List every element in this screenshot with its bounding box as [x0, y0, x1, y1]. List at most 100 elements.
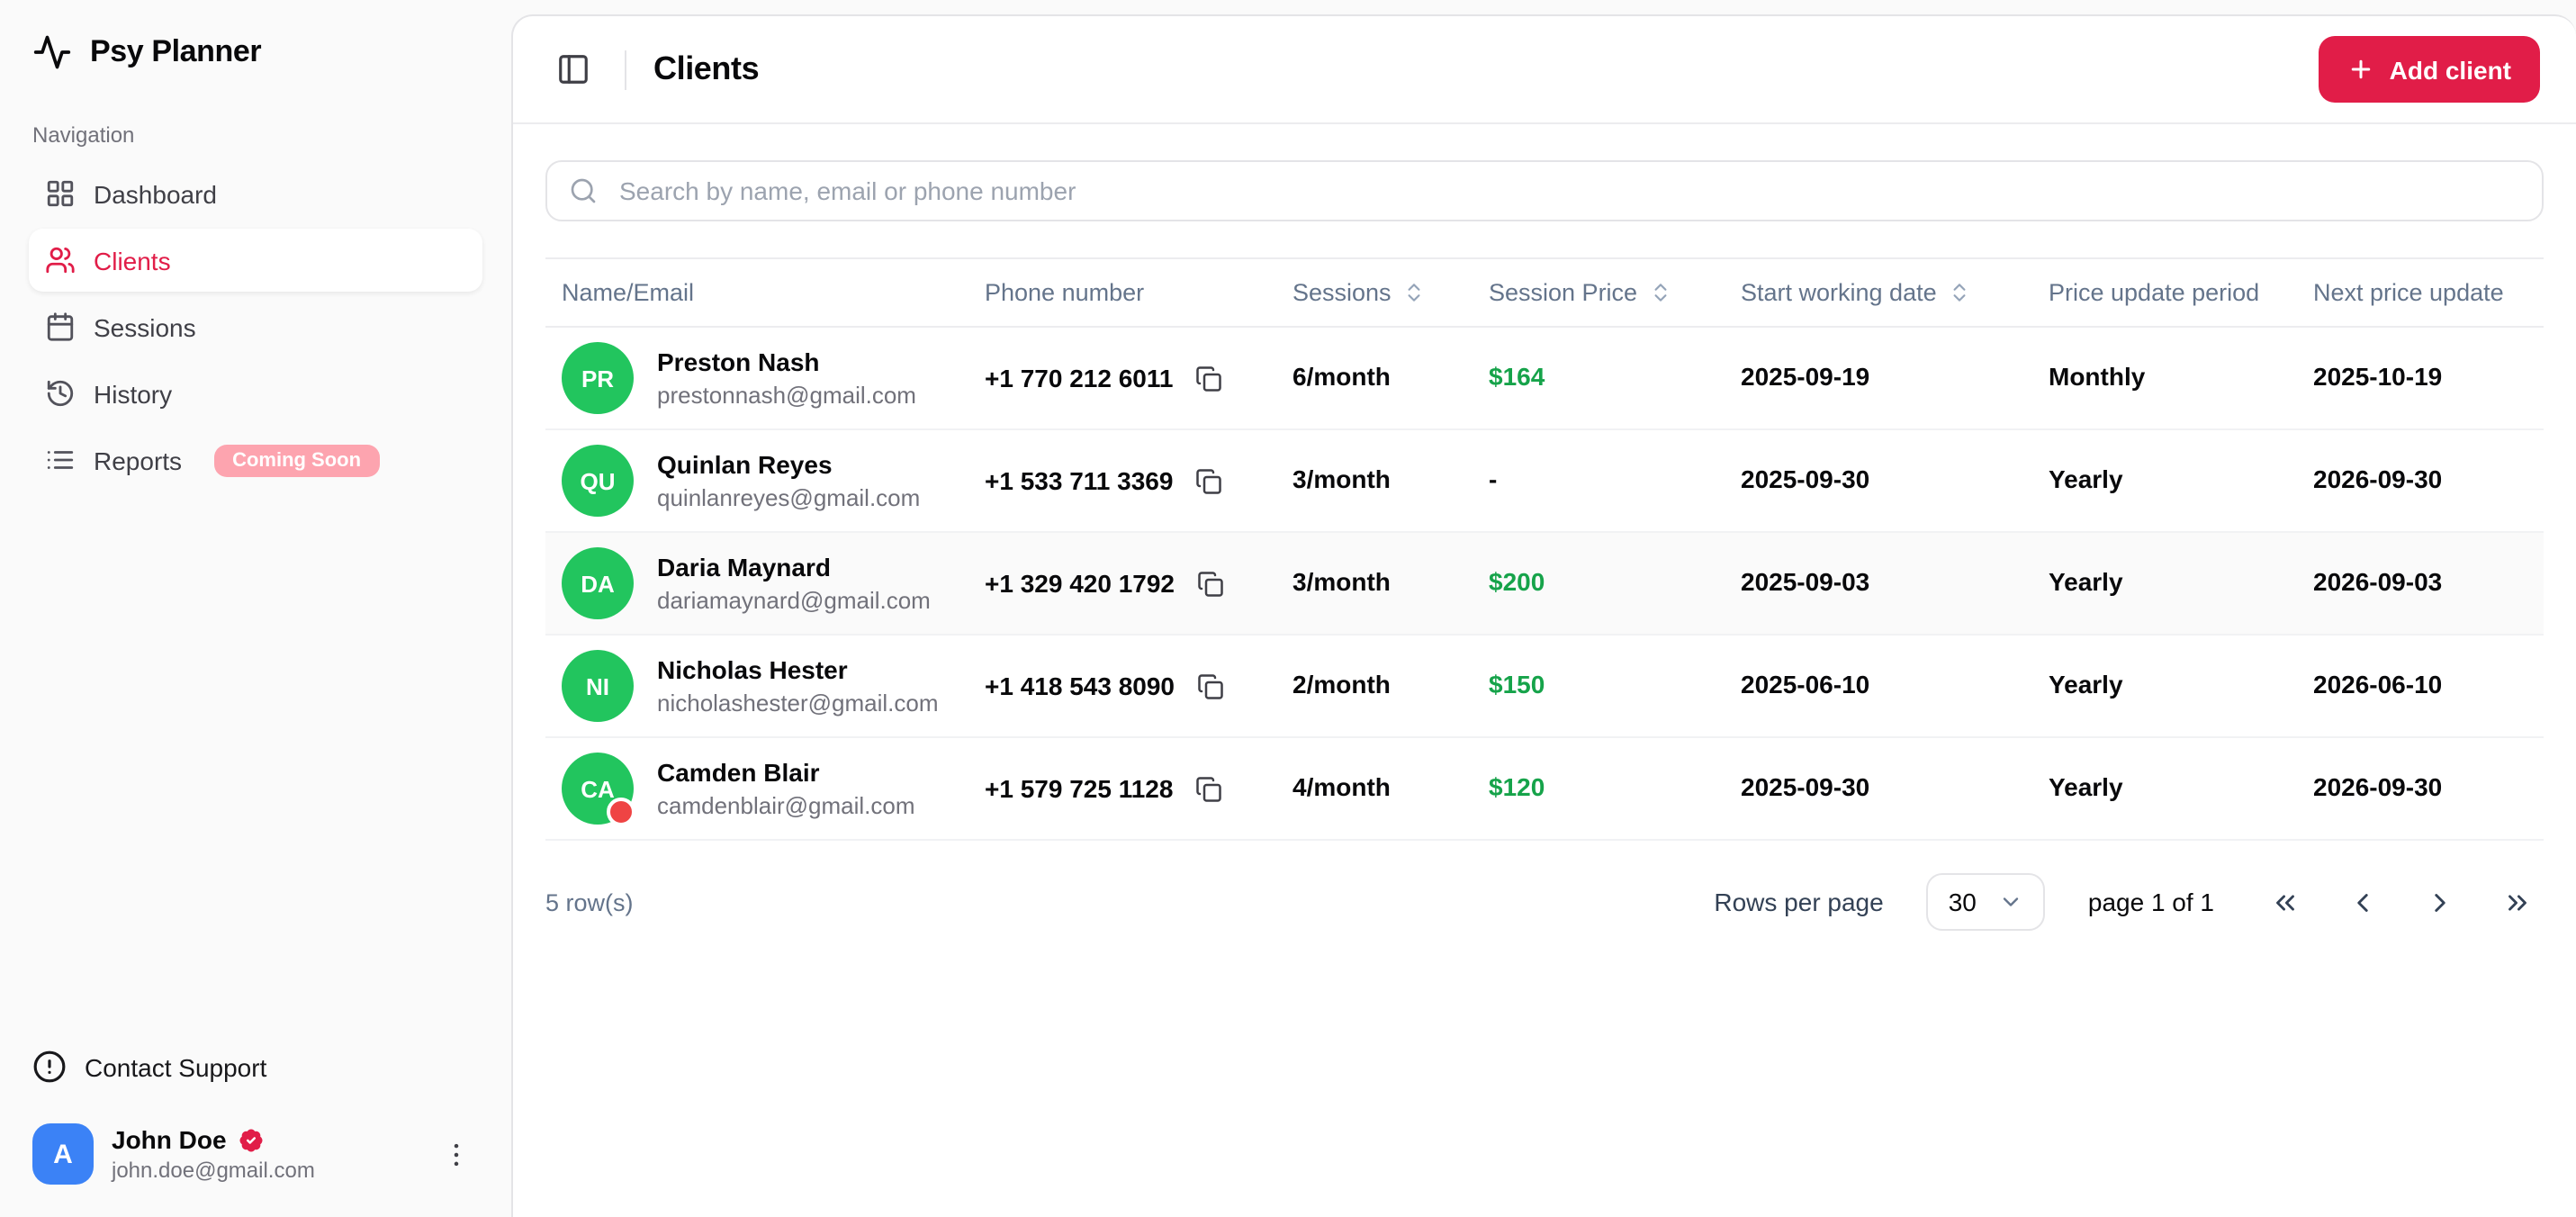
chevrons-right-icon: [2508, 894, 2526, 910]
panel-left-icon: [559, 55, 588, 84]
page-header: Clients Add client: [513, 16, 2576, 124]
client-email: quinlanreyes@gmail.com: [657, 484, 921, 511]
copy-icon: [1197, 571, 1222, 596]
app-logo: Psy Planner: [29, 32, 482, 72]
last-page-button[interactable]: [2490, 875, 2544, 929]
sidebar-toggle-button[interactable]: [549, 45, 598, 94]
sessions-value: 2/month: [1293, 670, 1391, 699]
sort-sessions-button[interactable]: Sessions: [1293, 279, 1426, 306]
table-row[interactable]: PR Preston Nash prestonnash@gmail.com +1…: [545, 327, 2544, 430]
sidebar-item-history[interactable]: History: [29, 362, 482, 425]
column-header-name-email: Name/Email: [545, 257, 985, 328]
copy-icon: [1195, 365, 1221, 391]
clients-content: Name/Email Phone number Sessions Se: [513, 124, 2576, 931]
column-header-session-price: Session Price: [1489, 257, 1741, 328]
table-row[interactable]: DA Daria Maynard dariamaynard@gmail.com …: [545, 532, 2544, 636]
sidebar-item-label: Clients: [94, 246, 171, 275]
table-footer: 5 row(s) Rows per page 30 page 1 of 1: [545, 873, 2544, 931]
rows-per-page-value: 30: [1948, 888, 1977, 916]
sidebar: Psy Planner Navigation Dashboard Clients…: [0, 0, 511, 1217]
start-date-value: 2025-09-03: [1741, 567, 1870, 596]
copy-phone-button[interactable]: [1191, 361, 1225, 395]
copy-phone-button[interactable]: [1191, 771, 1225, 806]
sidebar-item-dashboard[interactable]: Dashboard: [29, 162, 482, 225]
column-header-sessions: Sessions: [1293, 257, 1489, 328]
phone-number: +1 329 420 1792: [985, 569, 1175, 598]
history-icon: [47, 380, 74, 407]
session-price-value: -: [1489, 464, 1498, 493]
sidebar-item-label: Dashboard: [94, 179, 217, 208]
search-input[interactable]: [616, 175, 2520, 207]
sort-chevrons-icon: [1653, 284, 1666, 302]
session-price-value: $164: [1489, 362, 1545, 391]
price-update-period-value: Monthly: [2049, 362, 2146, 391]
table-row[interactable]: CA Camden Blair camdenblair@gmail.com +1…: [545, 737, 2544, 841]
column-header-start-date: Start working date: [1741, 257, 2049, 328]
user-options-button[interactable]: [434, 1131, 479, 1176]
sessions-value: 4/month: [1293, 772, 1391, 801]
chevron-down-icon: [2003, 897, 2019, 906]
start-date-value: 2025-09-30: [1741, 464, 1870, 493]
chevron-right-icon: [2434, 893, 2445, 911]
start-date-value: 2025-06-10: [1741, 670, 1870, 699]
next-price-update-value: 2026-09-03: [2313, 567, 2443, 596]
contact-support-button[interactable]: Contact Support: [29, 1035, 482, 1098]
next-page-button[interactable]: [2412, 875, 2466, 929]
activity-icon: [33, 35, 71, 69]
table-body: PR Preston Nash prestonnash@gmail.com +1…: [545, 327, 2544, 841]
clients-table: Name/Email Phone number Sessions Se: [545, 257, 2544, 841]
main-panel: Clients Add client Nam: [511, 14, 2576, 1217]
sidebar-item-sessions[interactable]: Sessions: [29, 295, 482, 358]
copy-phone-button[interactable]: [1191, 464, 1225, 498]
sessions-value: 6/month: [1293, 362, 1391, 391]
sidebar-item-label: History: [94, 379, 173, 408]
price-update-period-value: Yearly: [2049, 772, 2123, 801]
client-avatar: DA: [562, 547, 634, 619]
start-date-value: 2025-09-30: [1741, 772, 1870, 801]
sessions-value: 3/month: [1293, 567, 1391, 596]
client-name: Preston Nash: [657, 347, 820, 376]
sidebar-spacer: [29, 491, 482, 1035]
user-menu[interactable]: A John Doe john.doe@gmail.com: [29, 1120, 482, 1192]
start-date-value: 2025-09-19: [1741, 362, 1870, 391]
users-icon: [46, 247, 75, 274]
sort-session-price-button[interactable]: Session Price: [1489, 279, 1671, 306]
next-price-update-value: 2026-09-30: [2313, 772, 2443, 801]
verified-badge-icon: [239, 1128, 263, 1151]
client-avatar: QU: [562, 445, 634, 517]
table-row[interactable]: NI Nicholas Hester nicholashester@gmail.…: [545, 635, 2544, 738]
client-name: Nicholas Hester: [657, 655, 848, 684]
plus-icon: [2352, 59, 2371, 79]
page-title: Clients: [653, 50, 760, 86]
column-header-next-price-update: Next price update: [2313, 257, 2544, 328]
rows-per-page-select[interactable]: 30: [1926, 873, 2045, 931]
sidebar-item-reports[interactable]: Reports Coming Soon: [29, 428, 482, 491]
client-avatar: CA: [562, 753, 635, 826]
chevron-left-icon: [2356, 893, 2367, 911]
search-box: [545, 160, 2544, 221]
table-row[interactable]: QU Quinlan Reyes quinlanreyes@gmail.com …: [545, 429, 2544, 533]
layout-grid-icon: [47, 180, 74, 207]
sidebar-item-label: Sessions: [94, 312, 196, 341]
user-avatar: A: [32, 1123, 94, 1185]
add-client-button[interactable]: Add client: [2319, 36, 2540, 103]
sidebar-menu: Dashboard Clients Sessions History Repor…: [29, 162, 482, 491]
copy-icon: [1195, 776, 1221, 801]
sidebar-item-clients[interactable]: Clients: [29, 229, 482, 292]
calendar-icon: [47, 312, 74, 341]
user-name: John Doe: [112, 1125, 227, 1154]
sort-chevrons-icon: [1953, 284, 1966, 302]
column-header-price-update-period: Price update period: [2049, 257, 2313, 328]
previous-page-button[interactable]: [2335, 875, 2389, 929]
header-divider: [625, 50, 626, 89]
copy-phone-button[interactable]: [1193, 669, 1227, 703]
session-price-value: $200: [1489, 567, 1545, 596]
sort-start-date-button[interactable]: Start working date: [1741, 279, 1971, 306]
coming-soon-badge: Coming Soon: [214, 444, 380, 476]
copy-phone-button[interactable]: [1193, 566, 1227, 600]
client-email: prestonnash@gmail.com: [657, 382, 916, 409]
first-page-button[interactable]: [2257, 875, 2311, 929]
session-price-value: $150: [1489, 670, 1545, 699]
table-header-row: Name/Email Phone number Sessions Se: [545, 257, 2544, 328]
